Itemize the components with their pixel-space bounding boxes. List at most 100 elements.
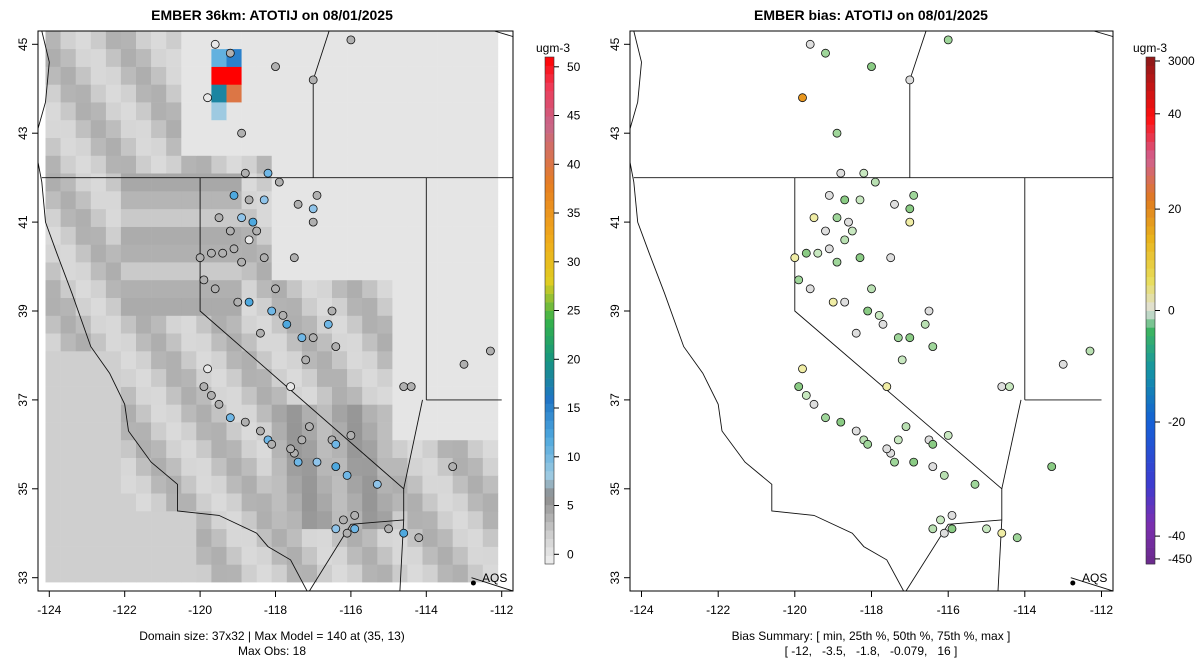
model-grid-cell	[377, 102, 393, 121]
model-grid-cell	[392, 386, 408, 405]
model-grid-cell	[136, 475, 152, 494]
model-grid-cell	[362, 546, 378, 565]
model-grid-cell	[437, 564, 453, 583]
model-grid-cell	[377, 137, 393, 156]
model-grid-cell	[452, 66, 469, 85]
model-grid-cell	[271, 511, 288, 530]
model-station-points	[195, 35, 495, 543]
model-grid-cell	[90, 226, 107, 245]
station-point	[886, 253, 896, 263]
model-grid-cell	[271, 493, 288, 512]
colorbar-tick-label: 40	[1168, 107, 1182, 121]
colorbar-segment	[545, 65, 554, 75]
model-grid-cell	[151, 422, 167, 441]
model-grid-cell	[151, 315, 167, 334]
model-grid-cell	[452, 119, 469, 138]
model-grid-cell	[422, 66, 438, 85]
colorbar-segment	[545, 209, 554, 218]
model-grid-cell	[362, 119, 378, 138]
model-grid-cell	[120, 48, 137, 67]
model-grid-cell	[211, 84, 227, 103]
model-grid-cell	[105, 564, 122, 583]
model-grid-cell	[151, 528, 167, 547]
station-point	[338, 515, 348, 525]
colorbar-segment	[1146, 454, 1155, 463]
model-grid-cell	[482, 564, 499, 583]
model-grid-cell	[467, 102, 484, 121]
model-grid-cell	[392, 297, 408, 316]
colorbar-segment	[545, 530, 554, 539]
model-grid-cell	[226, 279, 242, 298]
model-grid-cell	[136, 368, 152, 387]
model-grid-cell	[362, 439, 378, 458]
model-grid-cell	[437, 528, 453, 547]
model-grid-cell	[407, 386, 423, 405]
model-grid-cell	[317, 31, 333, 50]
station-point	[240, 168, 250, 178]
aqs-label: AQS	[482, 571, 507, 585]
model-grid-cell	[377, 422, 393, 441]
model-grid-cell	[286, 546, 303, 565]
model-grid-cell	[90, 244, 107, 263]
model-grid-cell	[105, 439, 122, 458]
model-grid-cell	[120, 528, 137, 547]
model-grid-cell	[166, 475, 182, 494]
model-grid-cell	[241, 262, 257, 281]
model-grid-cell	[332, 386, 348, 405]
colorbar-tick-label: 3000	[1168, 54, 1195, 68]
colorbar-tick-label: 20	[1168, 202, 1182, 216]
model-grid-cell	[226, 262, 242, 281]
model-grid-cell	[377, 528, 393, 547]
model-grid-cell	[482, 208, 499, 227]
station-point	[210, 284, 220, 294]
model-grid-cell	[437, 333, 453, 352]
model-grid-cell	[241, 546, 257, 565]
model-grid-cell	[271, 191, 288, 210]
y-tick-label: 41	[16, 215, 30, 229]
model-grid-cell	[437, 102, 453, 121]
colorbar-segment	[545, 217, 554, 227]
model-grid-cell	[392, 137, 408, 156]
model-colorbar: ugm-3 0 5 10 15 20 25 30 35 40 45 50	[536, 41, 581, 565]
model-grid-cell	[362, 493, 378, 512]
model-grid-cell	[362, 208, 378, 227]
model-grid-cell	[482, 31, 499, 50]
model-grid-cell	[452, 262, 469, 281]
model-grid-cell	[45, 386, 61, 405]
model-grid-cell	[362, 244, 378, 263]
model-grid-cell	[105, 66, 122, 85]
model-grid-cell	[407, 31, 423, 50]
model-grid-cell	[196, 208, 212, 227]
model-grid-cell	[347, 137, 363, 156]
model-grid-cell	[196, 66, 212, 85]
model-grid-cell	[151, 439, 167, 458]
model-grid-cell	[60, 511, 76, 530]
model-grid-cell	[286, 102, 303, 121]
model-grid-cell	[211, 173, 227, 192]
station-point	[229, 244, 239, 254]
model-grid-cell	[181, 386, 197, 405]
model-grid-cell	[392, 84, 408, 103]
model-grid-cell	[105, 226, 122, 245]
model-grid-cell	[105, 546, 122, 565]
model-grid-cell	[362, 102, 378, 121]
y-tick-label: 37	[608, 393, 622, 407]
bias-footer-line1: Bias Summary: [ min, 25th %, 50th %, 75t…	[732, 629, 1011, 643]
model-grid-cell	[407, 297, 423, 316]
model-grid-cell	[120, 262, 137, 281]
model-grid-cell	[120, 119, 137, 138]
model-grid-cell	[120, 564, 137, 583]
model-grid-cell	[211, 404, 227, 423]
model-grid-cell	[347, 48, 363, 67]
model-grid-cell	[422, 368, 438, 387]
model-grid-cell	[75, 173, 92, 192]
model-grid-cell	[45, 564, 61, 583]
model-grid-cell	[467, 191, 484, 210]
model-grid-cell	[120, 457, 137, 476]
colorbar-tick-label: 35	[567, 206, 581, 220]
colorbar-segment	[1146, 327, 1155, 337]
model-grid-cell	[482, 422, 499, 441]
model-grid-cell	[166, 315, 182, 334]
model-grid-cell	[332, 173, 348, 192]
model-grid-cell	[301, 31, 318, 50]
